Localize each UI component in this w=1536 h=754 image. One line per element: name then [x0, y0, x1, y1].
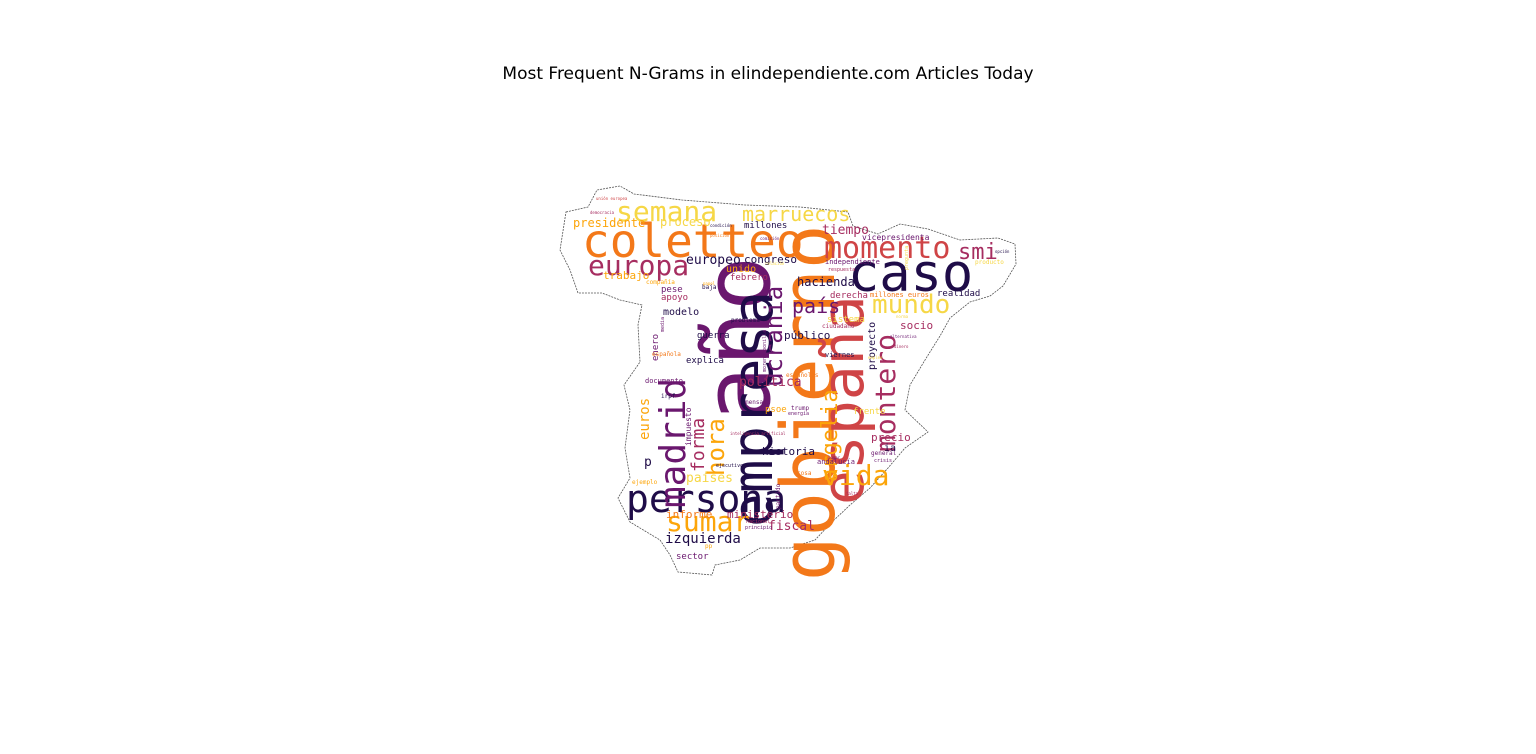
word-2: coletteo	[582, 214, 804, 268]
word-21: país	[792, 294, 841, 318]
word-97: dinero	[894, 344, 909, 349]
word-37: precio	[871, 431, 911, 444]
word-71: irpf	[661, 393, 676, 400]
word-25: europeo	[686, 253, 741, 268]
word-90: lugar	[828, 455, 841, 460]
word-24: tiempo	[822, 223, 869, 238]
word-57: ia	[884, 443, 897, 454]
word-101: relación	[765, 261, 785, 266]
word-61: independiente	[825, 258, 880, 266]
word-45: unido	[726, 264, 757, 275]
word-56: sector	[676, 552, 709, 562]
word-23: izquierda	[665, 531, 741, 547]
word-59: impuesto	[684, 407, 693, 447]
word-88: alternativa	[890, 334, 917, 339]
word-103: norma	[896, 314, 909, 319]
word-86: ejecutivo	[716, 463, 744, 469]
word-31: congreso	[744, 253, 797, 266]
word-84: principio	[745, 525, 773, 531]
word-93: unión europea	[596, 196, 628, 201]
word-41: público	[784, 329, 831, 342]
word-64: problema	[731, 317, 760, 324]
word-35: ministerio	[727, 508, 794, 521]
word-36: historia	[762, 445, 815, 458]
word-63: ciudadano	[822, 323, 855, 330]
word-82: moreno bonilla	[762, 329, 768, 372]
word-80: energía	[788, 411, 810, 417]
word-98: comisión	[760, 236, 780, 241]
word-83: inteligencia artificial	[730, 431, 786, 436]
word-26: presidente	[573, 216, 646, 230]
word-51: derecha	[830, 291, 868, 301]
word-75: ejemplo	[632, 479, 658, 486]
word-33: trabajo	[603, 269, 650, 282]
word-72: baja	[702, 284, 717, 291]
word-44: vicepresidenta	[862, 233, 930, 242]
word-17: argelia	[818, 389, 843, 483]
word-62: millones euros	[870, 291, 930, 299]
word-99: posición	[710, 233, 730, 238]
word-94: compañía	[646, 279, 675, 286]
word-6: persona	[626, 477, 787, 521]
word-52: frente	[853, 407, 886, 417]
word-43: millones	[744, 221, 788, 231]
word-60: documento	[645, 377, 683, 385]
word-12: mundo	[872, 290, 951, 320]
word-50: sistema	[827, 315, 865, 325]
word-89: cosa	[797, 470, 812, 477]
word-3: caso	[848, 244, 974, 304]
word-74: general	[871, 450, 897, 457]
word-70: mensaje	[745, 399, 771, 406]
word-77: media	[660, 316, 666, 332]
word-34: informe	[666, 508, 713, 521]
word-18: marruecos	[742, 202, 851, 226]
word-42: realidad	[937, 289, 981, 299]
word-19: smi	[958, 240, 998, 265]
word-29: países	[686, 471, 733, 486]
word-79: producto	[975, 259, 1004, 266]
word-96: falta	[846, 491, 859, 496]
word-69: españoles	[786, 372, 819, 379]
word-102: empleo	[868, 355, 883, 360]
word-87: respuesta	[828, 267, 856, 273]
word-92: democracia	[590, 210, 615, 215]
word-68: española	[652, 351, 681, 358]
word-91: opción	[995, 249, 1010, 254]
figure-title: Most Frequent N-Grams in elindependiente…	[502, 64, 1034, 84]
word-100: papel	[703, 281, 716, 286]
word-58: p	[644, 455, 652, 470]
word-22: euros	[637, 397, 653, 440]
word-38: socio	[900, 319, 934, 332]
word-78: pregunta	[904, 245, 910, 270]
word-30: hacienda	[797, 275, 855, 289]
word-46: pese	[661, 285, 683, 295]
word-53: psoe	[765, 405, 787, 415]
word-32: proceso	[660, 215, 711, 229]
word-65: viernes	[825, 351, 855, 359]
word-85: nacional	[746, 519, 771, 525]
word-54: febrero	[730, 273, 768, 283]
word-27: política	[739, 375, 802, 390]
word-40: proyecto	[867, 321, 878, 370]
word-39: modelo	[663, 307, 700, 318]
word-81: crisis	[874, 458, 893, 464]
word-95: condición	[710, 223, 732, 228]
word-66: andalucía	[817, 458, 855, 466]
word-13: vida	[822, 459, 890, 492]
word-47: apoyo	[661, 293, 689, 303]
word-73: pp	[705, 543, 713, 550]
word-9: europa	[588, 249, 690, 282]
word-8: momento	[824, 231, 951, 266]
word-49: explica	[686, 356, 724, 366]
word-76: partido	[775, 483, 782, 510]
word-67: trump	[791, 405, 810, 412]
word-48: guerra	[697, 331, 730, 341]
word-28: fiscal	[768, 519, 815, 534]
word-10: semana	[616, 195, 718, 228]
word-14: sumar	[666, 505, 751, 538]
